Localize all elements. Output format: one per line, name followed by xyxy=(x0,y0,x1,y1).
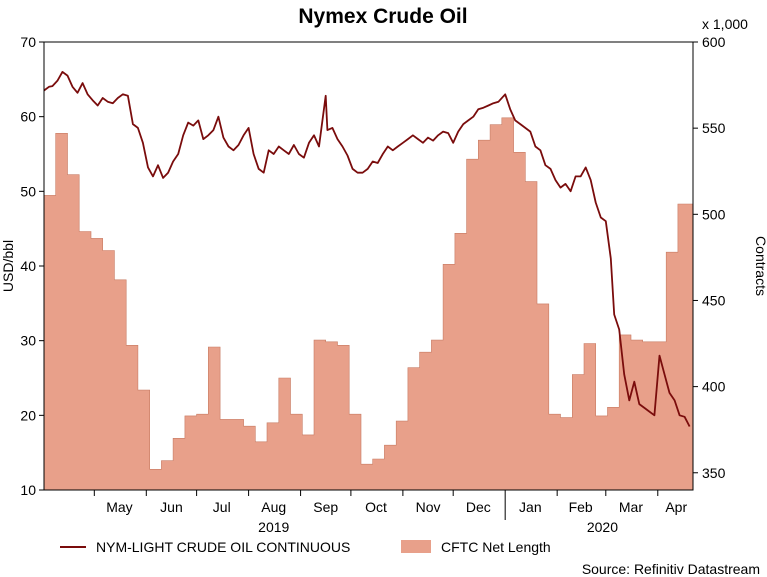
left-tick-label: 40 xyxy=(20,258,36,274)
left-axis-ticks: 10 20 30 40 50 60 70 xyxy=(20,34,44,498)
left-tick-label: 20 xyxy=(20,407,36,423)
x-year-label: 2019 xyxy=(258,519,289,535)
right-tick-label: 550 xyxy=(702,120,726,136)
right-tick-label: 600 xyxy=(702,34,726,50)
net-length-area-layer xyxy=(43,117,694,491)
x-month-label: Feb xyxy=(569,499,593,515)
x-month-label: Sep xyxy=(313,499,338,515)
x-month-label: Nov xyxy=(416,499,441,515)
x-month-label: May xyxy=(106,499,132,515)
x-month-label: Jan xyxy=(519,499,542,515)
x-month-label: Aug xyxy=(261,499,286,515)
right-tick-label: 500 xyxy=(702,206,726,222)
right-axis-label: Contracts xyxy=(753,236,767,296)
left-tick-label: 10 xyxy=(20,482,36,498)
price-line-layer xyxy=(43,71,691,427)
left-axis-label: USD/bbl xyxy=(0,240,16,292)
right-tick-label: 350 xyxy=(702,465,726,481)
left-tick-label: 30 xyxy=(20,333,36,349)
chart-title: Nymex Crude Oil xyxy=(298,5,467,28)
legend-label-net-length: CFTC Net Length xyxy=(441,539,551,555)
x-year-label: 2020 xyxy=(587,519,618,535)
right-tick-label: 450 xyxy=(702,292,726,308)
right-tick-label: 400 xyxy=(702,379,726,395)
x-month-label: Mar xyxy=(619,499,643,515)
right-axis-ticks: 350 400 450 500 550 600 xyxy=(693,34,726,481)
x-month-label: Apr xyxy=(665,499,687,515)
x-month-label: Oct xyxy=(365,499,387,515)
price-line xyxy=(43,71,691,427)
left-tick-label: 60 xyxy=(20,109,36,125)
legend-label-price: NYM-LIGHT CRUDE OIL CONTINUOUS xyxy=(96,539,350,555)
x-month-label: Dec xyxy=(466,499,491,515)
left-tick-label: 50 xyxy=(20,183,36,199)
x-month-label: Jul xyxy=(213,499,231,515)
left-tick-label: 70 xyxy=(20,34,36,50)
right-axis-multiplier-note: x 1,000 xyxy=(702,16,748,32)
legend-swatch-net-length xyxy=(401,540,431,553)
source-note: Source: Refinitiv Datastream xyxy=(582,561,760,577)
legend: NYM-LIGHT CRUDE OIL CONTINUOUS CFTC Net … xyxy=(60,539,551,555)
net-length-area xyxy=(43,117,694,491)
x-axis-ticks: May Jun Jul Aug Sep Oct Nov Dec Jan Feb Mar Apr 2019… xyxy=(93,490,687,535)
x-month-label: Jun xyxy=(160,499,183,515)
